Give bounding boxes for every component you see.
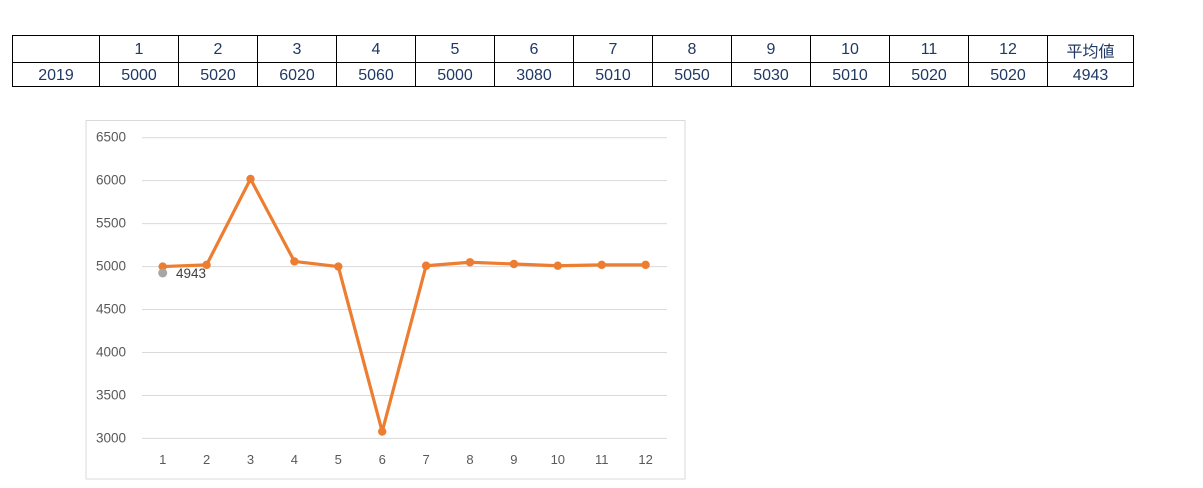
svg-text:6: 6 — [379, 452, 386, 467]
svg-text:12: 12 — [638, 452, 652, 467]
svg-text:5: 5 — [335, 452, 342, 467]
svg-text:2: 2 — [203, 452, 210, 467]
svg-text:4943: 4943 — [176, 266, 206, 281]
svg-text:5000: 5000 — [96, 259, 126, 274]
svg-text:9: 9 — [510, 452, 517, 467]
svg-text:1: 1 — [159, 452, 166, 467]
svg-text:8: 8 — [466, 452, 473, 467]
svg-text:10: 10 — [551, 452, 565, 467]
svg-text:3500: 3500 — [96, 388, 126, 403]
svg-text:4000: 4000 — [96, 345, 126, 360]
svg-text:4500: 4500 — [96, 302, 126, 317]
svg-text:4: 4 — [291, 452, 298, 467]
svg-text:6000: 6000 — [96, 173, 126, 188]
svg-text:7: 7 — [422, 452, 429, 467]
svg-text:3: 3 — [247, 452, 254, 467]
svg-text:6500: 6500 — [96, 130, 126, 145]
svg-text:3000: 3000 — [96, 431, 126, 446]
svg-text:11: 11 — [595, 452, 609, 467]
svg-text:5500: 5500 — [96, 216, 126, 231]
